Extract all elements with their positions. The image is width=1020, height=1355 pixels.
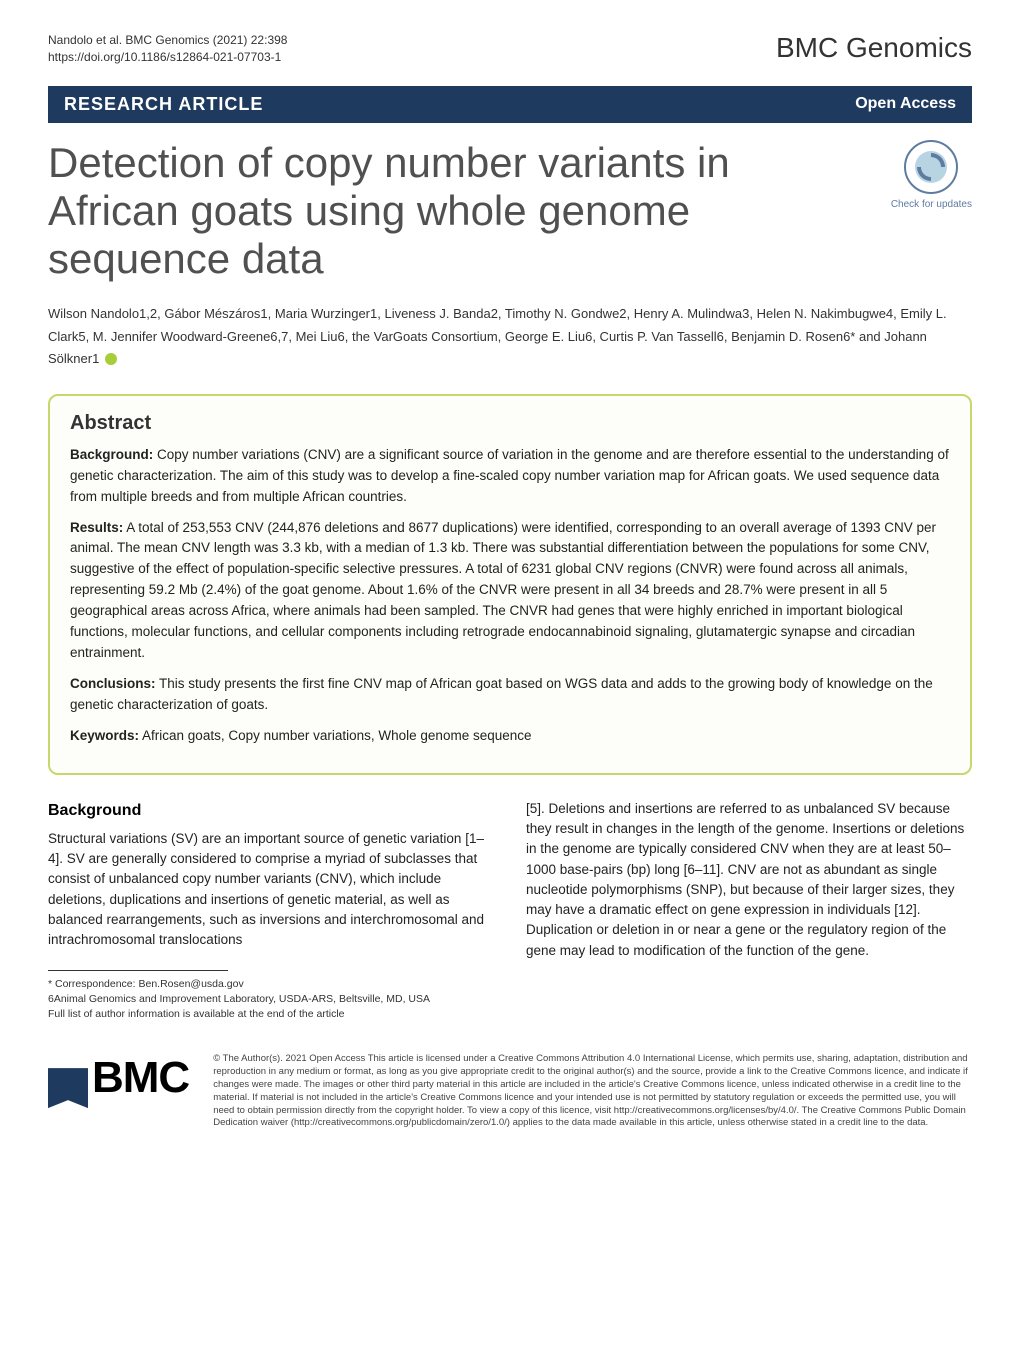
- footnote-divider: [48, 970, 228, 971]
- abstract-conclusions-text: This study presents the first fine CNV m…: [70, 676, 933, 712]
- license-text: © The Author(s). 2021 Open Access This a…: [213, 1053, 972, 1130]
- body-columns: Background Structural variations (SV) ar…: [0, 799, 1020, 1038]
- abstract-conclusions: Conclusions: This study presents the fir…: [70, 674, 950, 716]
- keywords-label: Keywords:: [70, 728, 139, 743]
- affiliation-footnote: 6Animal Genomics and Improvement Laborat…: [48, 992, 494, 1007]
- abstract-box: Abstract Background: Copy number variati…: [48, 394, 972, 775]
- abstract-background-text: Copy number variations (CNV) are a signi…: [70, 447, 949, 504]
- article-type-label: RESEARCH ARTICLE: [64, 94, 263, 115]
- check-updates-badge[interactable]: Check for updates: [891, 139, 972, 210]
- author-list: Wilson Nandolo1,2, Gábor Mészáros1, Mari…: [0, 303, 1020, 385]
- keywords-text: African goats, Copy number variations, W…: [139, 728, 531, 743]
- left-column: Background Structural variations (SV) ar…: [48, 799, 494, 1022]
- header-top-row: Nandolo et al. BMC Genomics (2021) 22:39…: [48, 32, 972, 66]
- page-header: Nandolo et al. BMC Genomics (2021) 22:39…: [0, 0, 1020, 66]
- right-column: [5]. Deletions and insertions are referr…: [526, 799, 972, 1022]
- page-footer: BMC © The Author(s). 2021 Open Access Th…: [0, 1037, 1020, 1162]
- correspondence-footnote: * Correspondence: Ben.Rosen@usda.gov: [48, 977, 494, 992]
- bmc-flag-icon: [48, 1068, 88, 1108]
- abstract-background-label: Background:: [70, 447, 153, 462]
- article-title: Detection of copy number variants in Afr…: [48, 139, 868, 284]
- abstract-results-label: Results:: [70, 520, 123, 535]
- abstract-background: Background: Copy number variations (CNV)…: [70, 445, 950, 508]
- citation-line: Nandolo et al. BMC Genomics (2021) 22:39…: [48, 32, 287, 49]
- check-updates-text: Check for updates: [891, 199, 972, 210]
- abstract-keywords: Keywords: African goats, Copy number var…: [70, 726, 950, 747]
- full-list-footnote: Full list of author information is avail…: [48, 1007, 494, 1022]
- abstract-heading: Abstract: [70, 412, 950, 435]
- bmc-logo: BMC: [48, 1053, 189, 1108]
- open-access-label: Open Access: [855, 95, 956, 113]
- abstract-results-text: A total of 253,553 CNV (244,876 deletion…: [70, 520, 936, 661]
- right-paragraph: [5]. Deletions and insertions are referr…: [526, 799, 972, 961]
- citation-block: Nandolo et al. BMC Genomics (2021) 22:39…: [48, 32, 287, 66]
- doi-line: https://doi.org/10.1186/s12864-021-07703…: [48, 49, 287, 66]
- abstract-conclusions-label: Conclusions:: [70, 676, 156, 691]
- orcid-icon: [105, 353, 117, 365]
- left-paragraph: Structural variations (SV) are an import…: [48, 829, 494, 951]
- article-type-bar: RESEARCH ARTICLE Open Access: [48, 86, 972, 123]
- abstract-results: Results: A total of 253,553 CNV (244,876…: [70, 518, 950, 664]
- background-heading: Background: [48, 799, 494, 823]
- title-section: Detection of copy number variants in Afr…: [0, 123, 1020, 304]
- check-updates-icon: [903, 139, 959, 195]
- bmc-logo-text: BMC: [92, 1053, 189, 1102]
- journal-logo: BMC Genomics: [776, 32, 972, 64]
- authors-text: Wilson Nandolo1,2, Gábor Mészáros1, Mari…: [48, 306, 947, 365]
